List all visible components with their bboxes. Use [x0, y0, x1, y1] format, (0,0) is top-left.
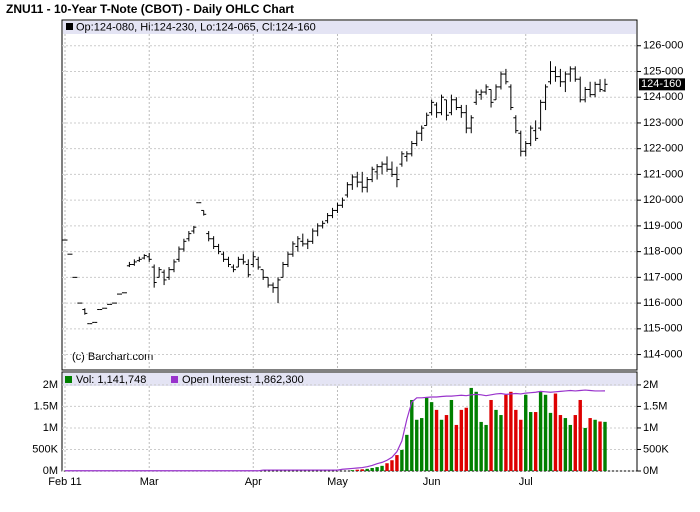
y-tick-label: 126-000 [643, 40, 683, 52]
volume-bar [563, 418, 568, 471]
volume-bar [360, 469, 364, 471]
volume-bar [519, 419, 523, 471]
volume-bar [603, 421, 607, 471]
volume-bar [400, 449, 404, 471]
chart-title: ZNU11 - 10-Year T-Note (CBOT) - Daily OH… [6, 2, 294, 16]
y-tick-label: 0M [643, 465, 658, 477]
volume-bar [533, 412, 538, 471]
legend-swatch [171, 376, 178, 383]
volume-bar [469, 387, 473, 471]
watermark: (c) Barchart.com [72, 351, 153, 363]
y-tick-label: 1.5M [643, 400, 667, 412]
volume-bar [459, 409, 464, 471]
volume-bar [578, 399, 582, 471]
volume-bar [405, 434, 409, 471]
volume-header [63, 373, 636, 386]
volume-bar [474, 391, 478, 471]
volume-bar [538, 391, 543, 471]
x-tick-label: May [327, 476, 348, 488]
volume-bar [464, 407, 468, 471]
x-tick-label: Jul [519, 476, 533, 488]
volume-bar [598, 421, 602, 471]
y-tick-label: 114-000 [643, 348, 683, 360]
oi-line [65, 389, 606, 472]
y-tick-label: 117-000 [643, 271, 683, 283]
volume-bar [419, 418, 424, 471]
y-tick-label: 119-000 [643, 220, 683, 232]
legend-swatch [65, 376, 72, 383]
x-tick-label: Apr [245, 476, 262, 488]
y-tick-label: 1M [43, 422, 58, 434]
y-tick-label: 115-000 [643, 323, 683, 335]
volume-bar [444, 415, 449, 471]
volume-bar [558, 415, 563, 471]
y-tick-label: 1M [643, 422, 658, 434]
volume-bar [370, 467, 374, 471]
volume-bar [514, 409, 518, 471]
volume-bar [375, 467, 379, 471]
y-tick-label: 121-000 [643, 168, 683, 180]
volume-bar [583, 427, 587, 471]
volume-bar [524, 394, 528, 471]
y-tick-label: 1.5M [34, 400, 58, 412]
y-tick-label: 122-000 [643, 143, 683, 155]
y-tick-label: 0M [43, 465, 58, 477]
oi-legend: Open Interest: 1,862,300 [182, 374, 304, 386]
volume-bar [424, 397, 429, 471]
volume-bar [568, 424, 573, 471]
volume-bar [390, 460, 394, 471]
volume-bar [593, 419, 597, 471]
y-tick-label: 123-000 [643, 117, 683, 129]
y-tick-label: 125-000 [643, 65, 683, 77]
volume-bar [410, 399, 414, 471]
volume-bar [573, 415, 577, 471]
last-price-label: 124-160 [641, 78, 681, 90]
volume-bar [484, 424, 488, 471]
legend-swatch [66, 23, 73, 30]
y-tick-label: 124-000 [643, 91, 683, 103]
volume-bar [548, 412, 553, 471]
volume-bar [355, 469, 359, 471]
volume-bar [429, 402, 434, 471]
price-panel [61, 19, 638, 371]
volume-bar [385, 463, 389, 471]
y-tick-label: 118-000 [643, 246, 683, 258]
volume-bar [415, 419, 419, 471]
y-tick-label: 116-000 [643, 297, 683, 309]
y-tick-label: 120-000 [643, 194, 683, 206]
price-legend: Op:124-080, Hi:124-230, Lo:124-065, Cl:1… [76, 21, 316, 33]
y-tick-label: 2M [43, 379, 58, 391]
last-price-box [639, 78, 685, 91]
price-header [63, 21, 636, 34]
x-tick-label: Mar [140, 476, 159, 488]
volume-bar [528, 412, 533, 471]
volume-bar [588, 418, 592, 471]
volume-bar [449, 399, 454, 471]
volume-bar [434, 409, 439, 471]
volume-bar [439, 419, 444, 471]
volume-bar [489, 399, 493, 471]
y-tick-label: 500K [32, 443, 58, 455]
volume-bar [365, 468, 369, 471]
volume-bar [494, 409, 498, 471]
volume-legend: Vol: 1,141,748 [76, 374, 146, 386]
volume-bar [553, 393, 558, 471]
x-tick-label: Feb 11 [48, 476, 81, 488]
volume-bar [350, 470, 355, 471]
y-tick-label: 2M [643, 379, 658, 391]
volume-bar [504, 394, 508, 471]
volume-bar [499, 415, 503, 471]
y-tick-label: 500K [643, 443, 669, 455]
volume-bar [380, 465, 384, 471]
volume-bar [454, 424, 459, 471]
x-tick-label: Jun [423, 476, 441, 488]
volume-bar [543, 394, 548, 471]
volume-bar [479, 421, 483, 471]
volume-bar [395, 455, 399, 471]
volume-bar [509, 391, 513, 471]
